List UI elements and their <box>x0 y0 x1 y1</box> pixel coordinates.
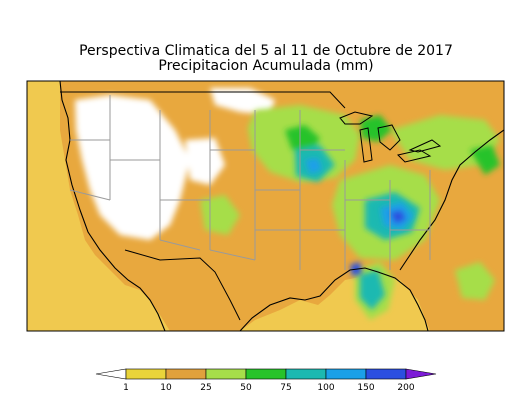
legend-swatch <box>205 368 247 380</box>
legend-label: 1 <box>123 383 129 393</box>
state-borders <box>69 95 431 270</box>
legend-swatch <box>245 368 287 380</box>
legend-label: 50 <box>240 383 252 393</box>
legend-swatch <box>125 368 167 380</box>
dry-areas <box>75 88 275 240</box>
legend-cap-high <box>405 368 437 380</box>
legend-label: 100 <box>317 383 334 393</box>
legend-swatch <box>325 368 367 380</box>
legend-label: 150 <box>357 383 374 393</box>
legend-label: 10 <box>160 383 172 393</box>
map-subtitle: Precipitacion Acumulada (mm) <box>158 58 374 74</box>
intl-border <box>60 91 346 321</box>
map-frame <box>26 80 505 332</box>
legend-swatch <box>165 368 207 380</box>
great-lakes <box>339 111 442 163</box>
legend-label: 200 <box>397 383 414 393</box>
legend-label: 75 <box>280 383 291 393</box>
legend-label: 25 <box>200 383 211 393</box>
map-title: Perspectiva Climatica del 5 al 11 de Oct… <box>79 43 453 59</box>
very-heavy-rain <box>305 158 414 276</box>
legend-cap-low <box>95 368 127 380</box>
coastline <box>59 81 504 331</box>
legend-swatch <box>365 368 407 380</box>
legend-swatch <box>285 368 327 380</box>
